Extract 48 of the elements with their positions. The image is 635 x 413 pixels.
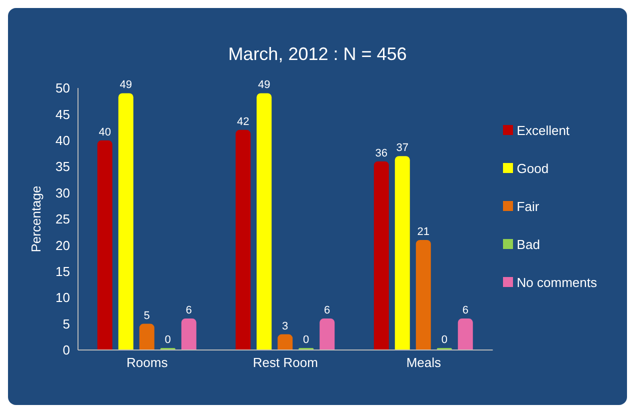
data-label: 21	[417, 226, 430, 238]
y-axis-title: Percentage	[28, 186, 44, 252]
y-tick-label: 35	[56, 159, 70, 174]
legend-label: Bad	[516, 236, 540, 252]
bar	[256, 93, 272, 350]
x-tick-label: Meals	[406, 355, 442, 370]
data-label: 40	[98, 126, 111, 138]
data-label: 36	[375, 147, 388, 160]
legend-label: No comments	[516, 274, 597, 290]
data-label: 49	[120, 79, 132, 92]
bar	[181, 318, 196, 350]
x-tick-label: Rest Room	[252, 355, 318, 370]
bar	[118, 93, 134, 350]
bar	[374, 161, 389, 350]
data-label: 0	[441, 334, 448, 346]
data-label: 6	[462, 304, 468, 317]
data-label: 6	[324, 304, 330, 317]
legend-label: Excellent	[516, 122, 570, 138]
y-tick-label: 0	[62, 342, 70, 358]
data-label: 0	[164, 334, 171, 346]
y-tick-label: 20	[56, 238, 70, 253]
y-tick-label: 25	[56, 212, 70, 227]
y-tick-label: 40	[56, 133, 70, 148]
data-label: 42	[237, 116, 250, 128]
bar	[416, 240, 431, 350]
y-tick-label: 5	[62, 316, 70, 332]
bar	[278, 334, 293, 350]
data-label: 49	[258, 79, 270, 92]
data-label: 0	[303, 334, 310, 346]
bar	[394, 156, 410, 350]
bar	[320, 318, 335, 350]
x-tick-label: Rooms	[126, 355, 168, 370]
chart-title: March, 2012 : N = 456	[227, 44, 408, 65]
data-label: 5	[144, 310, 150, 322]
data-label: 37	[396, 142, 409, 154]
legend-label: Fair	[516, 198, 540, 214]
y-tick-label: 15	[56, 264, 70, 280]
y-tick-label: 50	[56, 80, 70, 96]
bar	[458, 318, 473, 350]
y-tick-label: 45	[56, 106, 70, 122]
data-label: 6	[186, 304, 192, 317]
data-label: 3	[282, 320, 288, 332]
bar	[236, 130, 251, 350]
bar	[97, 140, 112, 350]
y-tick-label: 10	[56, 290, 70, 306]
y-tick-label: 30	[56, 185, 70, 200]
bar	[139, 324, 154, 350]
legend-label: Good	[516, 160, 549, 176]
